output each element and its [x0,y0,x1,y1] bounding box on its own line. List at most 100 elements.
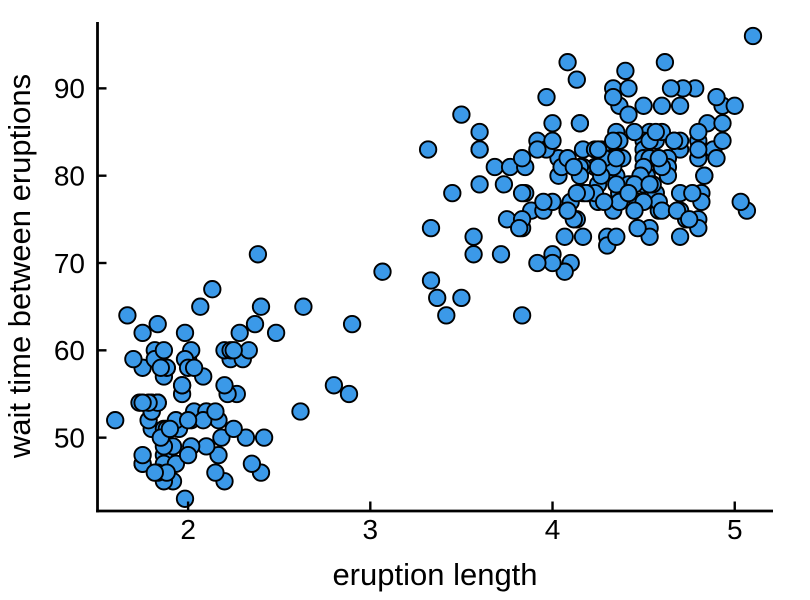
y-tick-label: 80 [54,160,85,191]
data-point [494,175,514,194]
data-point [573,227,593,246]
data-point [254,428,274,447]
data-point [145,463,164,482]
data-point [236,428,256,447]
data-point [443,183,462,203]
data-point [646,122,665,142]
points-layer [106,26,763,508]
data-point [437,306,456,325]
data-point [248,245,268,264]
data-point [245,314,265,334]
data-point [689,140,708,159]
data-point [154,341,174,360]
data-point [619,79,638,98]
data-point [607,227,626,246]
data-point [604,131,623,150]
data-point [148,314,167,334]
data-point [294,297,313,316]
data-point [464,227,483,246]
data-point [695,166,714,185]
data-point [175,489,195,508]
data-point [731,192,750,212]
data-point [619,105,638,124]
data-point [242,454,262,473]
data-point [652,96,672,115]
data-point [342,314,362,334]
data-point [151,358,170,377]
data-point [567,70,586,89]
data-point [543,114,562,133]
data-point [640,175,659,194]
data-point [588,157,608,177]
data-point [209,445,228,465]
data-point [203,280,222,299]
data-point [512,306,532,325]
data-point [421,271,441,290]
data-point [224,341,243,360]
data-point [212,428,231,447]
data-point [418,140,438,159]
data-point [725,96,744,115]
data-point [537,87,556,107]
data-point [649,149,668,168]
data-point [689,122,708,142]
data-point [528,253,547,273]
data-point [452,105,471,124]
x-tick-label: 5 [727,514,743,545]
data-point [680,210,699,229]
data-point [106,411,125,430]
ticks-layer: 2 3 4 5 50 60 70 80 90 [54,73,743,545]
data-point [628,218,647,238]
data-point [667,201,687,220]
x-tick-label: 2 [180,514,196,545]
data-point [743,26,763,46]
data-point [452,288,471,308]
data-point [251,297,271,316]
y-axis-label: wait time between eruptions [2,74,37,459]
data-point [133,323,152,343]
data-point [133,445,152,465]
data-point [266,323,286,343]
data-point [206,402,225,421]
data-point [470,140,489,159]
data-point [707,149,726,168]
y-tick-label: 50 [54,422,85,453]
x-axis-label: eruption length [332,557,537,592]
data-point [339,384,359,404]
data-point [428,288,447,308]
data-point [558,201,577,220]
data-point [534,192,553,212]
data-point [664,131,684,150]
data-point [707,87,726,107]
data-point [670,227,690,246]
y-tick-label: 70 [54,248,85,279]
data-point [683,183,702,203]
data-point [184,358,204,377]
data-point [470,175,489,194]
data-point [464,245,483,264]
data-point [607,149,626,168]
data-point [616,61,635,81]
x-tick-label: 3 [363,514,379,545]
data-point [625,122,644,142]
data-point [510,218,529,238]
data-point [607,175,626,194]
data-point [588,140,608,159]
data-point [713,114,732,133]
data-point [172,376,192,395]
data-point [191,297,210,316]
y-tick-label: 60 [54,335,85,366]
data-point [594,192,614,212]
y-tick-label: 90 [54,73,85,104]
data-point [373,262,392,281]
data-point [543,253,562,273]
data-point [567,183,586,203]
data-point [713,131,732,150]
data-point [570,114,590,133]
data-point [655,53,675,72]
data-point [619,183,638,203]
data-point [230,323,249,343]
data-point [512,183,532,203]
